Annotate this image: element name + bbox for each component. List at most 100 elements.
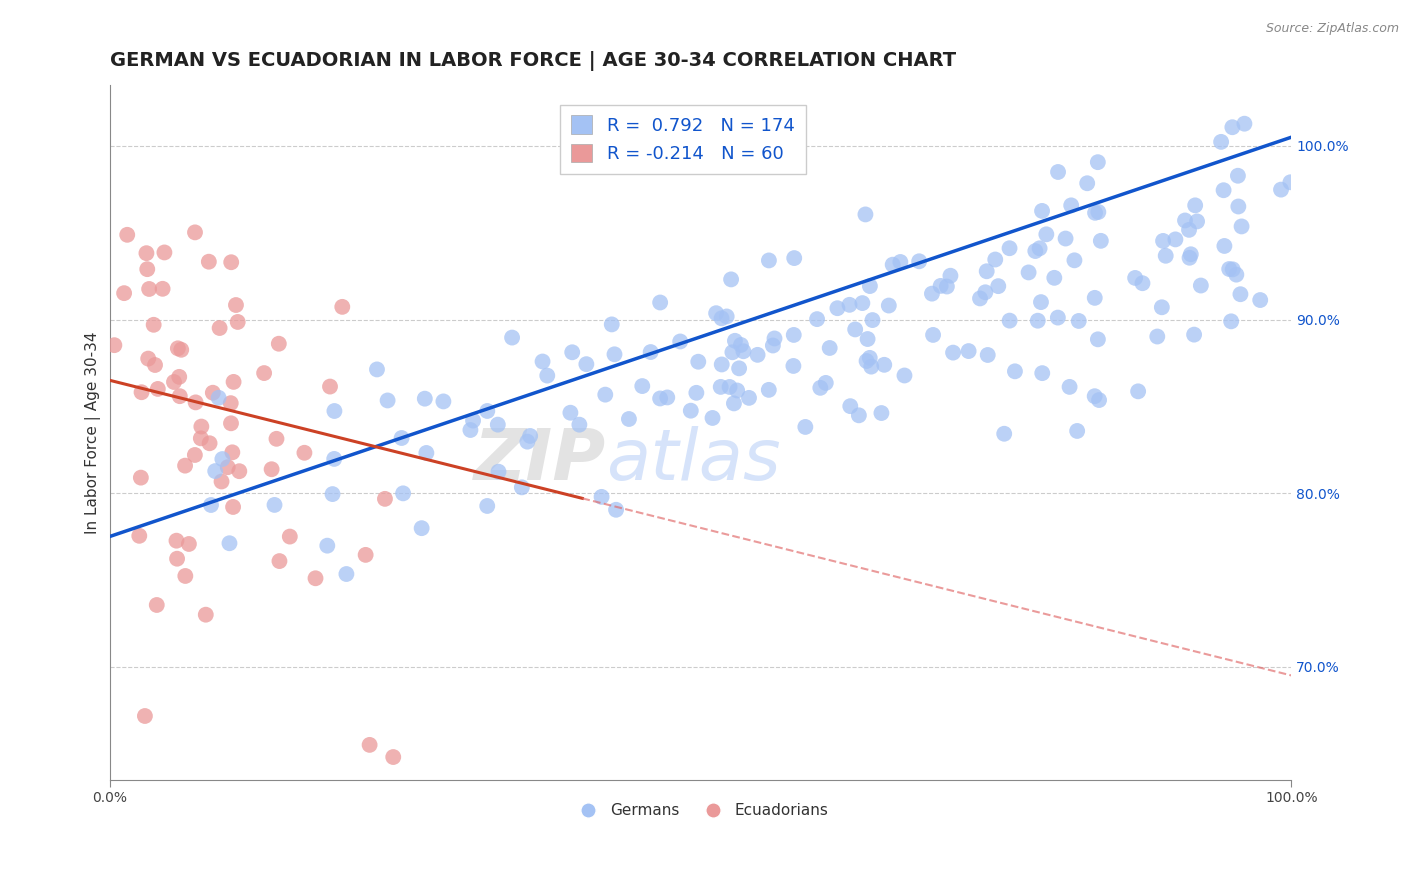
Point	[889, 255, 911, 269]
Point	[1088, 392, 1111, 407]
Point	[710, 358, 733, 372]
Point	[260, 462, 283, 476]
Point	[1035, 227, 1057, 242]
Point	[330, 300, 353, 314]
Point	[135, 246, 157, 260]
Point	[204, 464, 226, 478]
Point	[128, 529, 150, 543]
Point	[1047, 165, 1070, 179]
Text: Source: ZipAtlas.com: Source: ZipAtlas.com	[1265, 22, 1399, 36]
Point	[1178, 223, 1201, 237]
Point	[1225, 268, 1247, 282]
Point	[222, 500, 245, 514]
Point	[969, 292, 991, 306]
Text: GERMAN VS ECUADORIAN IN LABOR FORCE | AGE 30-34 CORRELATION CHART: GERMAN VS ECUADORIAN IN LABOR FORCE | AG…	[110, 51, 956, 70]
Point	[728, 361, 751, 376]
Point	[413, 392, 436, 406]
Point	[177, 537, 200, 551]
Point	[1220, 314, 1243, 328]
Point	[1178, 251, 1201, 265]
Legend: Germans, Ecuadorians: Germans, Ecuadorians	[567, 797, 834, 824]
Point	[657, 391, 679, 405]
Point	[531, 354, 554, 368]
Point	[762, 338, 785, 352]
Point	[1066, 424, 1088, 438]
Point	[1046, 310, 1069, 325]
Point	[1233, 117, 1256, 131]
Point	[219, 417, 242, 431]
Point	[1067, 314, 1090, 328]
Point	[1059, 380, 1081, 394]
Point	[935, 279, 957, 293]
Point	[374, 491, 396, 506]
Point	[392, 486, 415, 500]
Point	[725, 384, 748, 398]
Point	[679, 403, 702, 417]
Point	[225, 298, 247, 312]
Point	[167, 341, 190, 355]
Point	[605, 502, 627, 516]
Point	[146, 382, 169, 396]
Point	[568, 417, 591, 432]
Point	[152, 282, 174, 296]
Point	[267, 336, 290, 351]
Point	[1063, 253, 1085, 268]
Point	[163, 375, 186, 389]
Point	[486, 417, 509, 432]
Point	[827, 301, 849, 316]
Point	[316, 539, 339, 553]
Point	[848, 409, 870, 423]
Y-axis label: In Labor Force | Age 30-34: In Labor Force | Age 30-34	[86, 331, 101, 533]
Point	[631, 379, 654, 393]
Point	[724, 334, 747, 348]
Point	[669, 334, 692, 349]
Point	[115, 227, 138, 242]
Point	[921, 286, 943, 301]
Point	[1084, 206, 1107, 220]
Point	[1213, 239, 1236, 253]
Point	[131, 385, 153, 400]
Point	[143, 358, 166, 372]
Point	[253, 366, 276, 380]
Point	[733, 344, 755, 359]
Point	[794, 420, 817, 434]
Point	[208, 321, 231, 335]
Point	[1090, 234, 1112, 248]
Point	[870, 406, 893, 420]
Point	[1029, 295, 1052, 310]
Point	[957, 344, 980, 359]
Point	[977, 348, 1000, 362]
Point	[998, 313, 1021, 327]
Point	[1154, 249, 1177, 263]
Point	[1018, 265, 1040, 279]
Point	[1180, 247, 1202, 261]
Point	[747, 348, 769, 362]
Point	[516, 434, 538, 449]
Point	[1060, 198, 1083, 212]
Point	[1028, 241, 1050, 255]
Point	[217, 460, 239, 475]
Point	[536, 368, 558, 383]
Point	[1054, 231, 1077, 245]
Point	[207, 391, 229, 405]
Point	[129, 470, 152, 484]
Point	[198, 436, 221, 450]
Point	[702, 411, 724, 425]
Point	[190, 419, 212, 434]
Point	[1031, 203, 1053, 218]
Point	[877, 299, 900, 313]
Point	[561, 345, 583, 359]
Point	[908, 254, 931, 268]
Point	[859, 279, 882, 293]
Point	[929, 279, 952, 293]
Point	[1218, 262, 1240, 277]
Point	[783, 251, 806, 265]
Point	[783, 327, 806, 342]
Point	[1123, 271, 1146, 285]
Point	[720, 272, 742, 286]
Point	[304, 571, 326, 585]
Point	[710, 380, 733, 394]
Point	[136, 262, 159, 277]
Point	[219, 396, 242, 410]
Point	[859, 351, 882, 365]
